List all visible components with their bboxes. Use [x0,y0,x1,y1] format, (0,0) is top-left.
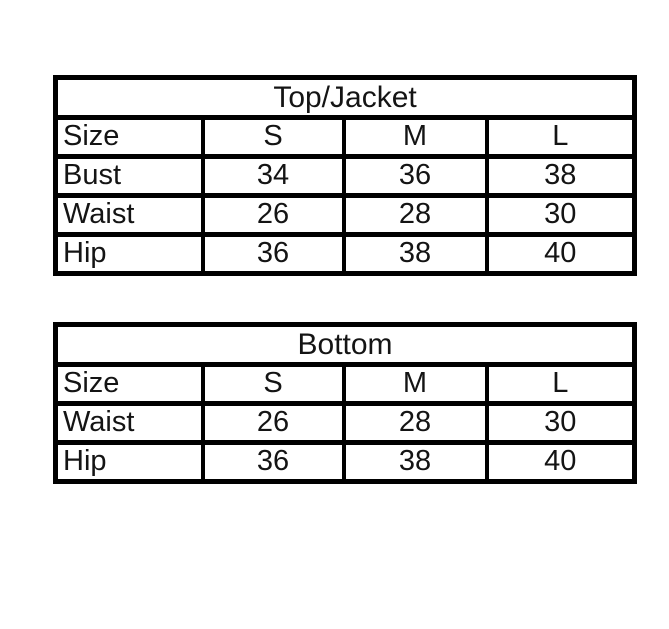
cell-value: 38 [341,231,489,276]
table-title-top-jacket: Top/Jacket [53,75,637,120]
table-row: Bust 34 36 38 [53,153,637,198]
table-row: Size S M L [53,362,637,406]
row-label-hip: Hip [53,231,205,276]
column-header-size: Size [53,115,205,159]
cell-value: 26 [200,400,346,445]
column-header-s: S [200,115,346,159]
cell-value: 30 [484,400,637,445]
cell-value: 38 [484,153,637,198]
column-header-m: M [341,115,489,159]
cell-value: 40 [484,231,637,276]
cell-value: 36 [200,231,346,276]
column-header-size: Size [53,362,205,406]
row-label-waist: Waist [53,400,205,445]
size-table-top-jacket: Top/Jacket Size S M L Bust 34 36 38 Wais… [53,75,638,276]
cell-value: 40 [484,439,637,484]
column-header-l: L [484,115,637,159]
table-row: Waist 26 28 30 [53,400,637,445]
cell-value: 38 [341,439,489,484]
column-header-m: M [341,362,489,406]
row-label-bust: Bust [53,153,205,198]
row-label-hip: Hip [53,439,205,484]
size-table-bottom: Bottom Size S M L Waist 26 28 30 Hip 36 … [53,322,638,484]
row-label-waist: Waist [53,192,205,237]
cell-value: 36 [341,153,489,198]
table-row: Waist 26 28 30 [53,192,637,237]
table-row: Size S M L [53,115,637,159]
cell-value: 36 [200,439,346,484]
cell-value: 28 [341,192,489,237]
column-header-l: L [484,362,637,406]
table-row: Hip 36 38 40 [53,231,637,276]
cell-value: 26 [200,192,346,237]
cell-value: 34 [200,153,346,198]
cell-value: 28 [341,400,489,445]
table-title-bottom: Bottom [53,322,637,367]
table-row: Bottom [53,322,637,367]
column-header-s: S [200,362,346,406]
table-row: Top/Jacket [53,75,637,120]
cell-value: 30 [484,192,637,237]
table-row: Hip 36 38 40 [53,439,637,484]
